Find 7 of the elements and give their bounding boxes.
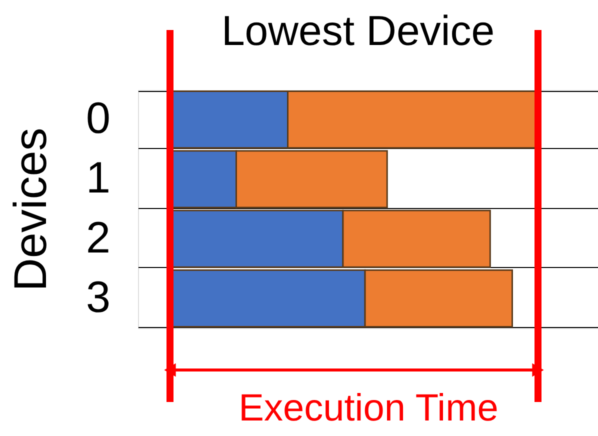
y-tick-label: 1 [86,154,110,203]
y-axis-title: Devices [4,128,56,292]
y-tick-label: 3 [86,272,110,322]
chart-title: Lowest Device [221,7,495,54]
y-tick-label: 2 [86,213,110,262]
y-tick-label: 0 [86,94,110,144]
x-axis-title: Execution Time [238,388,498,430]
